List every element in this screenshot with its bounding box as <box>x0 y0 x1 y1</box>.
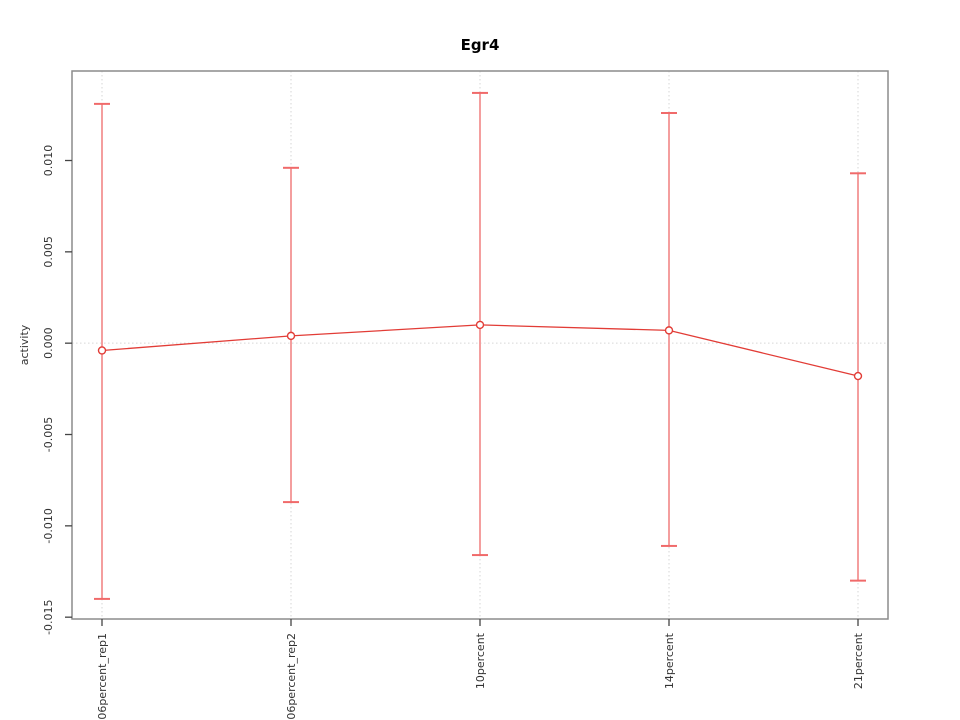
data-point <box>664 326 674 335</box>
y-tick-label: -0.010 <box>42 508 55 543</box>
y-tick-label: 0.005 <box>42 236 55 268</box>
y-axis-label: activity <box>18 324 31 365</box>
x-tick-label: 10percent <box>474 632 487 689</box>
y-tick-label: 0.010 <box>42 145 55 177</box>
y-tick-label: -0.015 <box>42 599 55 634</box>
data-point <box>853 371 863 381</box>
data-point <box>286 331 296 341</box>
x-tick-label: 14percent <box>663 632 676 689</box>
x-tick-label: 06percent_rep2 <box>285 633 298 720</box>
y-tick-label: -0.005 <box>42 417 55 452</box>
chart-title: Egr4 <box>460 36 500 54</box>
data-point <box>97 346 107 355</box>
x-tick-label: 21percent <box>852 632 865 689</box>
y-tick-label: 0.000 <box>42 327 55 359</box>
x-tick-label: 06percent_rep1 <box>96 633 109 720</box>
data-point <box>475 320 485 330</box>
